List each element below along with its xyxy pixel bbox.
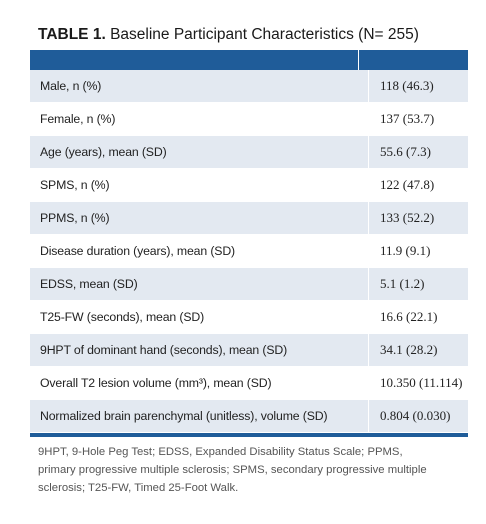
table-body: Male, n (%) 118 (46.3) Female, n (%) 137 (5… [30,70,468,433]
title-label: TABLE 1. [38,26,106,43]
header-row [30,50,468,70]
footnote: 9HPT, 9-Hole Peg Test; EDSS, Expanded Di… [38,446,427,494]
value: 137 (53.7) [380,111,435,126]
table-rule [30,433,468,437]
value: 0.804 (0.030) [380,408,451,423]
characteristic: Disease duration (years), mean (SD) [30,235,369,267]
value: 10.350 (11.114) [380,375,463,390]
table-row: Male, n (%) 118 (46.3) [30,70,468,103]
value: 118 (46.3) [380,78,434,93]
value: 34.1 (28.2) [380,342,438,357]
characteristic: Overall T2 lesion volume (mm³), mean (SD… [30,367,369,399]
characteristic: Male, n (%) [30,70,369,102]
table-row: Female, n (%) 137 (53.7) [30,103,468,136]
table-row: 9HPT of dominant hand (seconds), mean (S… [30,334,468,367]
characteristic: SPMS, n (%) [30,169,369,201]
value: 5.1 (1.2) [380,276,425,291]
characteristic: T25-FW (seconds), mean (SD) [30,301,369,333]
value: 11.9 (9.1) [380,243,431,258]
characteristic: Female, n (%) [30,103,369,135]
table: Male, n (%) 118 (46.3) Female, n (%) 137 (5… [30,50,468,437]
table-row: EDSS, mean (SD) 5.1 (1.2) [30,268,468,301]
value: 122 (47.8) [380,177,435,192]
value: 16.6 (22.1) [380,309,438,324]
characteristic: EDSS, mean (SD) [30,268,369,300]
header-cell [30,50,358,70]
table-row: Normalized brain parenchymal (unitless),… [30,400,468,433]
value: 133 (52.2) [380,210,435,225]
table-title: TABLE 1. Baseline Participant Characteri… [38,26,419,44]
table-row: PPMS, n (%) 133 (52.2) [30,202,468,235]
table-row: Age (years), mean (SD) 55.6 (7.3) [30,136,468,169]
characteristic: Normalized brain parenchymal (unitless),… [30,400,369,432]
value: 55.6 (7.3) [380,144,431,159]
header-cell [359,50,468,70]
title-text: Baseline Participant Characteristics (N=… [110,26,419,43]
table-row: SPMS, n (%) 122 (47.8) [30,169,468,202]
characteristic: PPMS, n (%) [30,202,369,234]
table-row: Disease duration (years), mean (SD) 11.9 … [30,235,468,268]
characteristic: Age (years), mean (SD) [30,136,369,168]
characteristic: 9HPT of dominant hand (seconds), mean (S… [30,334,369,366]
table-row: Overall T2 lesion volume (mm³), mean (SD… [30,367,468,400]
table-row: T25-FW (seconds), mean (SD) 16.6 (22.1) [30,301,468,334]
